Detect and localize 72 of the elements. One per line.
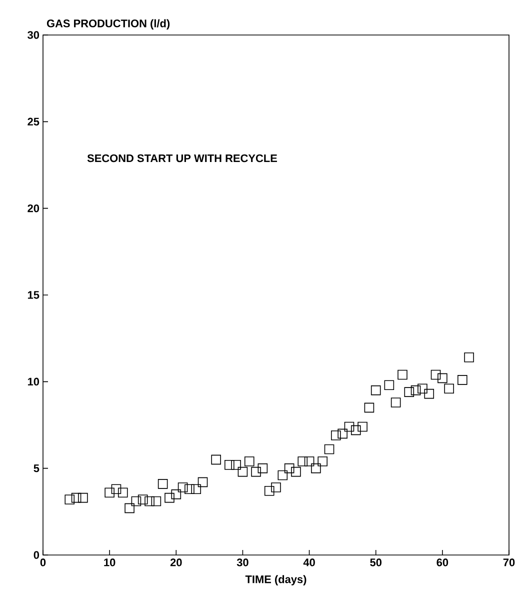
point [458, 375, 468, 385]
point [298, 456, 308, 466]
point [224, 460, 234, 470]
x-axis-title: TIME (days) [245, 575, 306, 586]
point [104, 488, 114, 498]
point [350, 425, 361, 436]
point [144, 496, 154, 506]
point [438, 373, 448, 384]
y-tick-label: 20 [28, 204, 40, 212]
point [311, 463, 321, 474]
point [271, 482, 281, 492]
y-tick-label: 5 [34, 464, 40, 472]
point [178, 482, 188, 492]
point [138, 494, 148, 504]
y-tick-label: 0 [34, 551, 40, 559]
y-tick-label: 15 [28, 291, 40, 299]
point [410, 385, 421, 396]
point [191, 484, 202, 494]
point [404, 387, 414, 397]
point [231, 460, 241, 470]
point [198, 477, 208, 488]
point [384, 380, 394, 390]
x-tick-label: 50 [370, 558, 382, 566]
point [284, 463, 294, 474]
point [244, 456, 254, 466]
point [251, 466, 261, 477]
point [464, 352, 474, 362]
point [158, 479, 168, 489]
point [171, 489, 182, 500]
point [264, 486, 274, 496]
y-tick-label: 25 [28, 118, 40, 126]
annotation: SECOND START UP WITH RECYCLE [87, 154, 277, 162]
point [364, 402, 374, 413]
point [238, 466, 248, 477]
point [370, 385, 381, 396]
y-tick-label: 30 [28, 31, 40, 39]
point [304, 456, 314, 466]
point [64, 494, 75, 504]
point [418, 384, 428, 394]
y-axis-title: GAS PRODUCTION (l/d) [46, 19, 170, 30]
x-tick-label: 0 [40, 558, 46, 566]
point [398, 370, 408, 380]
point [118, 488, 128, 498]
y-tick-label: 10 [28, 378, 40, 386]
point [390, 398, 401, 408]
point [318, 456, 328, 466]
point [151, 496, 162, 506]
point [111, 484, 122, 494]
point [424, 388, 434, 399]
point [164, 492, 174, 503]
point [78, 492, 88, 503]
x-tick-label: 20 [170, 558, 182, 566]
x-tick-label: 30 [236, 558, 248, 566]
point [124, 503, 134, 514]
point [344, 422, 354, 432]
point [278, 470, 288, 480]
x-tick-label: 10 [104, 558, 116, 566]
point [430, 370, 441, 380]
point [291, 466, 301, 477]
point [358, 422, 368, 432]
point [258, 463, 268, 474]
x-tick-label: 70 [503, 558, 515, 566]
point [71, 492, 82, 503]
point [184, 484, 194, 494]
point [331, 430, 341, 440]
point [444, 384, 454, 394]
point [338, 428, 348, 439]
point [211, 454, 221, 465]
point [131, 496, 142, 506]
x-tick-label: 60 [436, 558, 448, 566]
x-tick-label: 40 [303, 558, 315, 566]
point [324, 444, 334, 454]
